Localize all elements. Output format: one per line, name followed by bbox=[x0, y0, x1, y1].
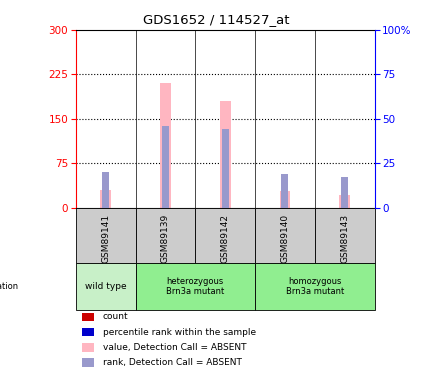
Bar bbox=[136, 207, 195, 263]
Bar bbox=[82, 343, 94, 352]
Bar bbox=[102, 172, 109, 207]
Text: genotype/variation: genotype/variation bbox=[0, 282, 19, 291]
Bar bbox=[341, 177, 348, 207]
Bar bbox=[281, 174, 288, 207]
Bar bbox=[100, 190, 111, 207]
Text: GSM89139: GSM89139 bbox=[161, 214, 170, 264]
Text: percentile rank within the sample: percentile rank within the sample bbox=[103, 328, 256, 337]
Text: heterozygous
Brn3a mutant: heterozygous Brn3a mutant bbox=[166, 277, 224, 296]
Bar bbox=[160, 83, 171, 207]
Bar bbox=[222, 129, 229, 207]
Bar bbox=[195, 207, 255, 263]
Bar bbox=[136, 263, 255, 310]
Bar bbox=[255, 263, 375, 310]
Bar bbox=[315, 207, 375, 263]
Bar bbox=[76, 263, 136, 310]
Text: wild type: wild type bbox=[85, 282, 126, 291]
Text: value, Detection Call = ABSENT: value, Detection Call = ABSENT bbox=[103, 343, 246, 352]
Text: GSM89141: GSM89141 bbox=[101, 214, 110, 263]
Text: GSM89143: GSM89143 bbox=[340, 214, 349, 263]
Bar bbox=[76, 207, 136, 263]
Bar bbox=[280, 191, 290, 207]
Text: GSM89140: GSM89140 bbox=[281, 214, 289, 263]
Bar bbox=[339, 195, 350, 207]
Bar bbox=[82, 328, 94, 336]
Text: GDS1652 / 114527_at: GDS1652 / 114527_at bbox=[143, 13, 290, 26]
Text: rank, Detection Call = ABSENT: rank, Detection Call = ABSENT bbox=[103, 358, 242, 367]
Bar bbox=[255, 207, 315, 263]
Bar bbox=[82, 358, 94, 367]
Bar bbox=[220, 101, 230, 207]
Text: GSM89142: GSM89142 bbox=[221, 214, 229, 263]
Bar bbox=[162, 126, 169, 207]
Bar bbox=[82, 313, 94, 321]
Text: homozygous
Brn3a mutant: homozygous Brn3a mutant bbox=[286, 277, 344, 296]
Text: count: count bbox=[103, 312, 128, 321]
